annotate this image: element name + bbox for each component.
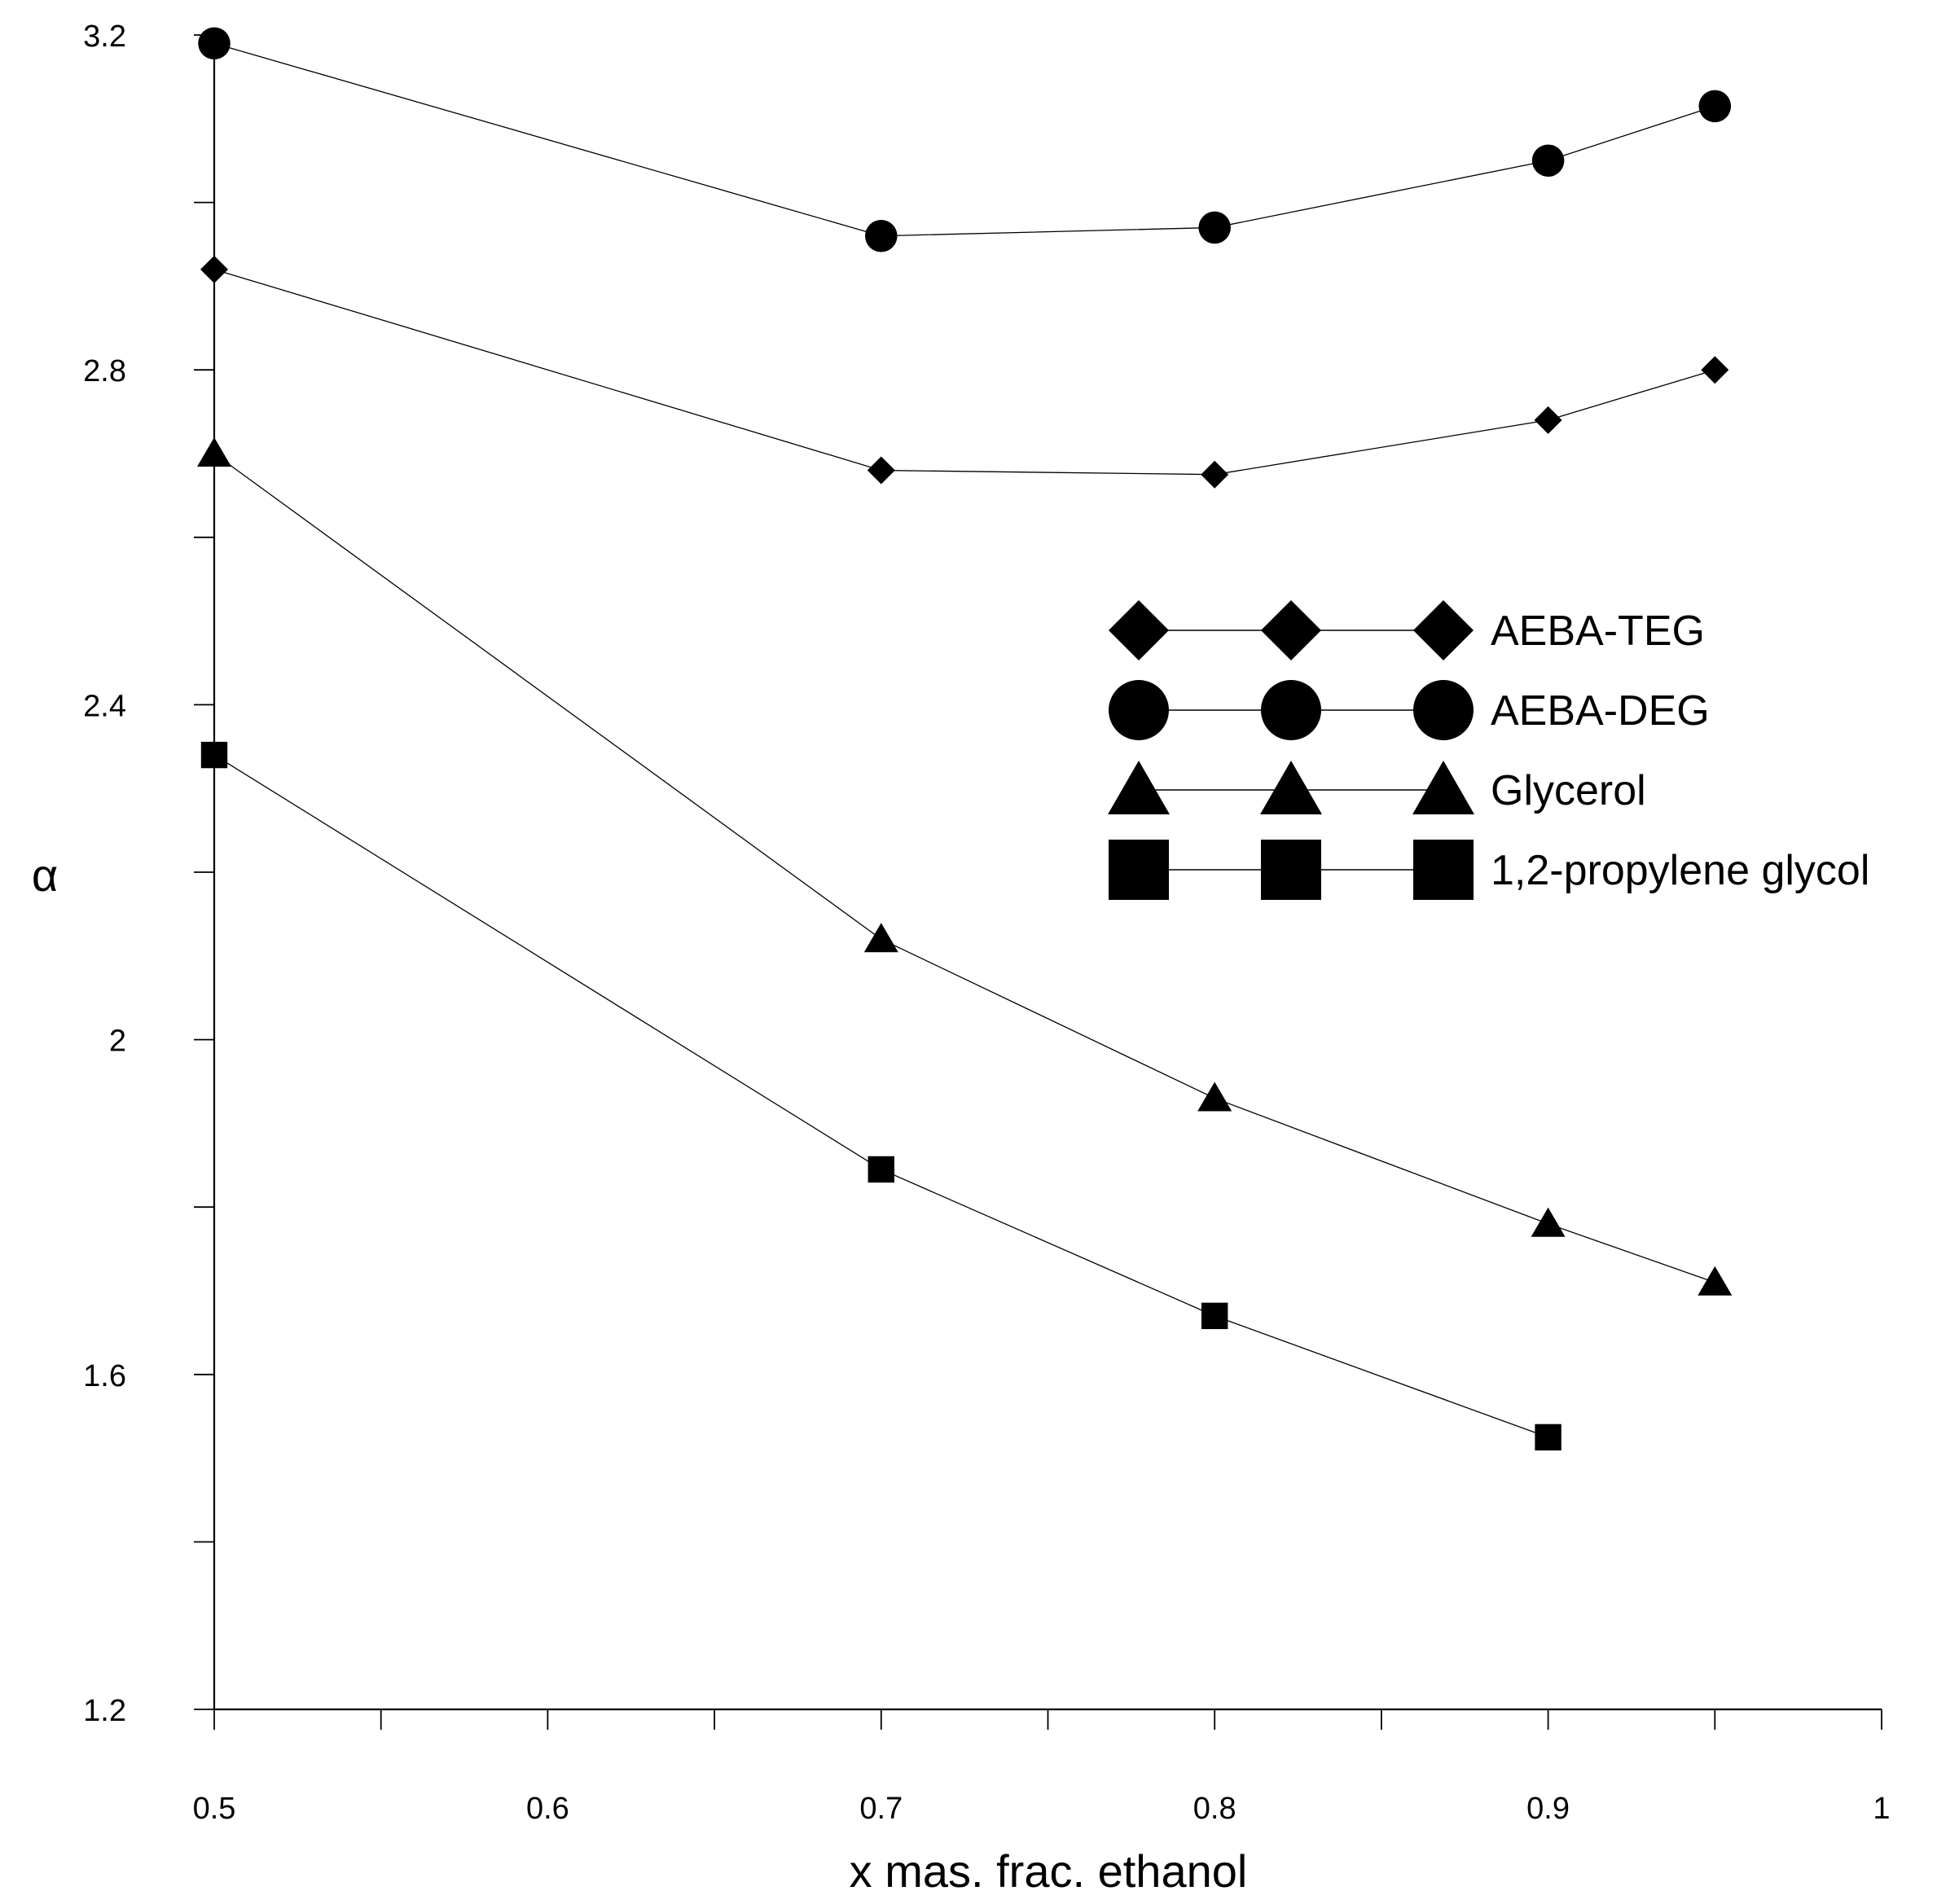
ticks: 0.5 0.6 0.7 0.8 0.9 1 1.2 1.6 2 2.4 2.8 3.2 [83, 20, 1890, 1826]
legend-marker-1-2-propylene-glycol [1109, 840, 1169, 900]
series-line-aeba-teg [213, 269, 1715, 476]
x-axis-label: x mas. frac. ethanol [850, 1845, 1248, 1897]
series-aeba-deg [198, 27, 1732, 252]
legend-marker-glycerol [1412, 761, 1474, 814]
data-point-aeba-teg [1534, 406, 1562, 434]
data-point-1-2-propylene-glycol [200, 741, 228, 769]
legend-entry-aeba-teg: AEBA-TEG [1109, 600, 1705, 660]
data-point-aeba-teg [200, 255, 228, 283]
legend-marker-aeba-deg [1109, 680, 1169, 740]
series [197, 27, 1733, 1451]
data-point-1-2-propylene-glycol [867, 1156, 894, 1183]
legend-label: AEBA-TEG [1491, 608, 1705, 655]
x-tick-label: 0.5 [193, 1792, 236, 1826]
legend-label: 1,2-propylene glycol [1491, 847, 1869, 894]
data-point-glycerol [1197, 1081, 1232, 1112]
data-point-glycerol [1698, 1266, 1733, 1296]
data-point-glycerol [863, 923, 898, 953]
legend-label: AEBA-DEG [1491, 687, 1710, 735]
legend-marker-1-2-propylene-glycol [1261, 840, 1321, 900]
series-line-glycerol [213, 453, 1715, 1283]
data-point-aeba-teg [1201, 460, 1229, 489]
legend-marker-glycerol [1108, 761, 1170, 814]
series-1-2-propylene-glycol [200, 741, 1561, 1451]
x-tick-label: 1 [1873, 1792, 1890, 1826]
y-tick-label: 2 [109, 1024, 126, 1059]
legend-marker-aeba-deg [1261, 680, 1321, 740]
y-tick-label: 1.2 [83, 1694, 126, 1728]
legend-marker-aeba-deg [1413, 680, 1474, 740]
series-glycerol [197, 437, 1733, 1296]
legend: AEBA-TEG AEBA-DEG Glycerol 1,2-propylene gl… [1108, 600, 1869, 900]
legend-entry-glycerol: Glycerol [1108, 761, 1646, 814]
data-point-1-2-propylene-glycol [1535, 1424, 1561, 1451]
x-tick-label: 0.6 [526, 1792, 569, 1826]
legend-entry-aeba-deg: AEBA-DEG [1109, 680, 1710, 740]
y-tick-label: 1.6 [83, 1359, 126, 1393]
legend-marker-aeba-teg [1109, 600, 1169, 660]
data-point-aeba-deg [1198, 211, 1231, 244]
series-aeba-teg [200, 255, 1729, 489]
data-point-aeba-teg [867, 456, 895, 485]
series-line-aeba-deg [213, 42, 1715, 237]
x-tick-label: 0.9 [1526, 1792, 1570, 1826]
data-point-aeba-deg [198, 27, 231, 60]
data-point-glycerol [197, 437, 231, 467]
legend-marker-1-2-propylene-glycol [1413, 840, 1474, 900]
data-point-aeba-deg [865, 219, 898, 252]
y-tick-label: 2.4 [83, 689, 126, 723]
legend-label: Glycerol [1491, 767, 1646, 814]
y-tick-label: 2.8 [83, 354, 126, 388]
legend-marker-aeba-teg [1261, 600, 1321, 660]
y-axis-label: α [32, 849, 58, 901]
x-tick-label: 0.8 [1193, 1792, 1236, 1826]
legend-entry-1-2-propylene-glycol: 1,2-propylene glycol [1109, 840, 1869, 900]
x-tick-label: 0.7 [859, 1792, 903, 1826]
legend-marker-glycerol [1260, 761, 1322, 814]
legend-marker-aeba-teg [1413, 600, 1474, 660]
data-point-glycerol [1531, 1207, 1566, 1237]
y-tick-label: 3.2 [83, 20, 126, 54]
data-point-aeba-teg [1701, 356, 1729, 384]
data-point-aeba-deg [1531, 144, 1565, 177]
data-point-1-2-propylene-glycol [1201, 1302, 1228, 1330]
data-point-aeba-deg [1698, 90, 1732, 123]
series-line-1-2-propylene-glycol [213, 754, 1548, 1438]
